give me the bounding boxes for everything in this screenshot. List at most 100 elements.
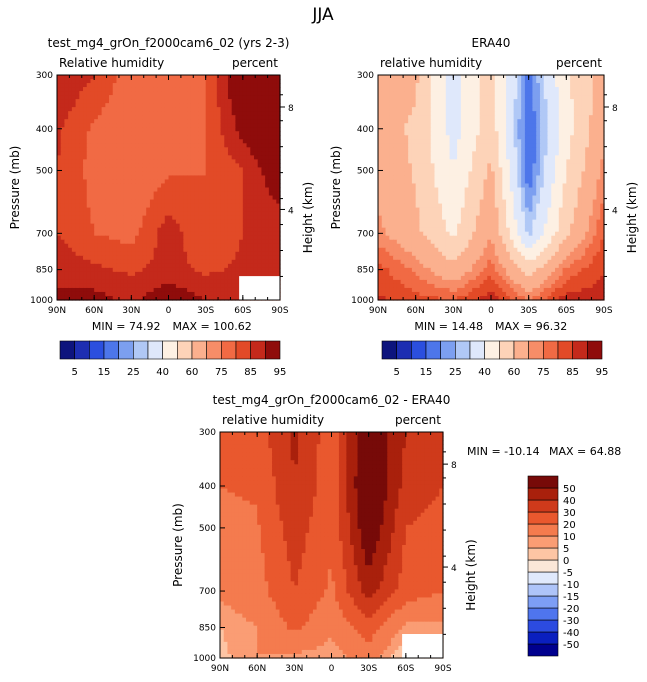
heatmap-cell [105, 79, 110, 84]
heatmap-cell [190, 239, 196, 245]
heatmap-cell [205, 147, 210, 152]
heatmap-cell [97, 295, 103, 301]
heatmap-cell [551, 87, 556, 92]
heatmap-cell [101, 271, 106, 277]
heatmap-cell [101, 231, 106, 237]
heatmap-cell [172, 251, 177, 257]
heatmap-cell [71, 187, 77, 193]
heatmap-cell [521, 103, 526, 108]
heatmap-cell [120, 75, 125, 80]
heatmap-cell [239, 235, 244, 241]
heatmap-cell [71, 295, 77, 301]
heatmap-cell [513, 171, 518, 177]
heatmap-cell [261, 147, 266, 152]
heatmap-cell [566, 75, 571, 80]
heatmap-cell [472, 123, 477, 128]
heatmap-cell [396, 143, 402, 148]
heatmap-cell [400, 151, 405, 156]
heatmap-cell [220, 79, 225, 84]
heatmap-cell [430, 83, 436, 88]
heatmap-cell [64, 167, 69, 173]
heatmap-cell [268, 267, 274, 273]
heatmap-cell [558, 75, 564, 80]
heatmap-cell [209, 211, 214, 217]
heatmap-cell [415, 159, 421, 164]
heatmap-cell [164, 115, 170, 120]
heatmap-cell [265, 87, 270, 92]
heatmap-cell [123, 83, 129, 88]
heatmap-cell [142, 127, 147, 132]
heatmap-cell [570, 79, 575, 84]
heatmap-cell [430, 75, 436, 80]
heatmap-cell [71, 87, 77, 92]
heatmap-cell [101, 139, 106, 144]
heatmap-cell [536, 171, 541, 177]
heatmap-cell [596, 107, 601, 112]
heatmap-cell [64, 191, 69, 197]
heatmap-cell [506, 135, 511, 140]
heatmap-cell [566, 119, 571, 124]
heatmap-cell [231, 219, 236, 225]
heatmap-cell [64, 223, 69, 229]
heatmap-cell [123, 191, 129, 197]
heatmap-cell [532, 123, 537, 128]
heatmap-cell [64, 75, 69, 80]
heatmap-cell [558, 147, 564, 152]
heatmap-cell [68, 207, 73, 213]
heatmap-cell [205, 203, 210, 209]
heatmap-cell [231, 243, 236, 249]
heatmap-cell [276, 75, 281, 80]
heatmap-cell [71, 119, 77, 124]
heatmap-cell [253, 95, 259, 100]
heatmap-cell [149, 259, 155, 265]
heatmap-cell [149, 271, 155, 277]
heatmap-cell [517, 167, 522, 173]
heatmap-cell [94, 275, 99, 281]
heatmap-cell [127, 291, 132, 297]
heatmap-cell [253, 147, 259, 152]
heatmap-cell [573, 159, 579, 164]
heatmap-cell [179, 215, 184, 221]
heatmap-cell [393, 135, 398, 140]
heatmap-cell [64, 159, 69, 164]
heatmap-cell [105, 215, 110, 221]
heatmap-cell [116, 143, 121, 148]
heatmap-cell [71, 107, 77, 112]
heatmap-cell [146, 255, 151, 261]
heatmap-cell [105, 159, 110, 164]
heatmap-cell [449, 91, 454, 96]
heatmap-cell [153, 255, 158, 261]
heatmap-cell [468, 147, 473, 152]
heatmap-cell [168, 203, 173, 209]
heatmap-cell [494, 75, 500, 80]
heatmap-cell [131, 87, 136, 92]
heatmap-cell [460, 139, 466, 144]
heatmap-cell [213, 207, 218, 213]
heatmap-cell [179, 95, 184, 100]
heatmap-cell [566, 123, 571, 128]
heatmap-cell [239, 211, 244, 217]
heatmap-cell [205, 127, 210, 132]
heatmap-cell [539, 171, 545, 177]
heatmap-cell [101, 127, 106, 132]
heatmap-cell [187, 271, 192, 277]
heatmap-cell [231, 91, 236, 96]
heatmap-cell [79, 187, 84, 193]
heatmap-cell [112, 223, 118, 229]
heatmap-cell [426, 139, 432, 144]
heatmap-cell [146, 271, 151, 277]
heatmap-cell [475, 87, 481, 92]
heatmap-cell [570, 143, 575, 148]
heatmap-cell [539, 103, 545, 108]
heatmap-cell [588, 107, 594, 112]
heatmap-cell [509, 91, 515, 96]
heatmap-cell [194, 107, 199, 112]
heatmap-cell [235, 211, 240, 217]
heatmap-cell [570, 119, 575, 124]
heatmap-cell [90, 279, 95, 285]
heatmap-cell [543, 131, 549, 136]
heatmap-cell [393, 103, 398, 108]
heatmap-cell [479, 91, 485, 96]
heatmap-cell [138, 87, 144, 92]
heatmap-cell [142, 279, 147, 285]
